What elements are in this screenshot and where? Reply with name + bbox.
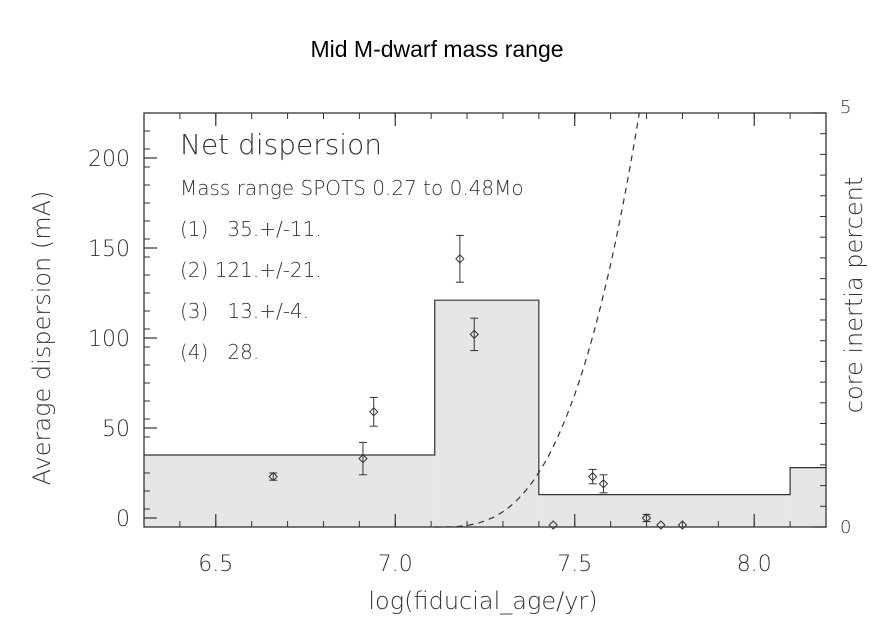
histogram-bar-1 bbox=[144, 455, 435, 527]
data-point-10 bbox=[656, 520, 666, 530]
y-tick-label: 200 bbox=[88, 147, 130, 172]
y-tick-label: 100 bbox=[88, 327, 130, 352]
y-axis-label: Average dispersion (mA) bbox=[28, 191, 56, 486]
data-point-4 bbox=[455, 234, 465, 283]
diamond-marker bbox=[268, 471, 278, 482]
diamond-marker bbox=[469, 329, 479, 340]
y-tick-label: 150 bbox=[88, 237, 130, 262]
diamond-marker bbox=[455, 254, 465, 264]
histogram-bar-3 bbox=[538, 494, 791, 527]
x-tick-label: 7.0 bbox=[378, 552, 413, 577]
diamond-marker bbox=[598, 479, 609, 489]
annotation-bin-1: (1) 35.+/-11. bbox=[180, 217, 322, 241]
diamond-marker bbox=[358, 453, 368, 464]
data-point-1 bbox=[268, 471, 278, 482]
histogram-bars bbox=[144, 299, 826, 527]
annotation-bin-2: (2) 121.+/-21. bbox=[180, 258, 322, 282]
y2-tick-label: 0 bbox=[840, 517, 851, 538]
y2-axis-label: core inertia percent bbox=[840, 177, 868, 413]
diamond-marker bbox=[677, 520, 688, 530]
data-point-6 bbox=[548, 520, 558, 530]
chart-title: Mid M-dwarf mass range bbox=[310, 36, 563, 62]
x-axis-ticks: 6.5 7.0 7.5 8.0 bbox=[198, 113, 772, 577]
x-tick-label: 7.5 bbox=[557, 552, 592, 577]
data-point-11 bbox=[677, 520, 688, 530]
y-axis-ticks: 0 50 100 150 200 bbox=[88, 147, 157, 532]
annotation-title: Net dispersion bbox=[180, 128, 382, 161]
core-inertia-curve bbox=[434, 112, 640, 528]
data-point-3 bbox=[369, 396, 379, 427]
data-point-7 bbox=[587, 468, 598, 485]
y-tick-label: 50 bbox=[102, 417, 130, 442]
data-point-8 bbox=[598, 474, 609, 494]
y-tick-label: 0 bbox=[116, 507, 130, 532]
x-tick-label: 8.0 bbox=[737, 552, 772, 577]
histogram-outline bbox=[144, 299, 826, 496]
diamond-marker bbox=[369, 407, 379, 417]
y2-axis-ticks: 05 bbox=[813, 97, 851, 538]
annotation-mass-range: Mass range SPOTS 0.27 to 0.48Mo bbox=[180, 176, 524, 200]
data-point-5 bbox=[469, 317, 479, 352]
annotation-bin-4: (4) 28. bbox=[180, 340, 259, 364]
histogram-bar-4 bbox=[790, 467, 826, 527]
diamond-marker bbox=[587, 471, 598, 482]
data-points bbox=[268, 234, 688, 530]
data-point-2 bbox=[358, 441, 368, 476]
diamond-marker bbox=[656, 520, 666, 530]
annotation-bin-3: (3) 13.+/-4. bbox=[180, 299, 309, 323]
x-tick-label: 6.5 bbox=[198, 552, 233, 577]
histogram-bar-2 bbox=[434, 300, 539, 527]
x-axis-label: log(fiducial_age/yr) bbox=[368, 587, 597, 615]
diamond-marker bbox=[548, 520, 558, 530]
y2-tick-label: 5 bbox=[840, 97, 851, 118]
